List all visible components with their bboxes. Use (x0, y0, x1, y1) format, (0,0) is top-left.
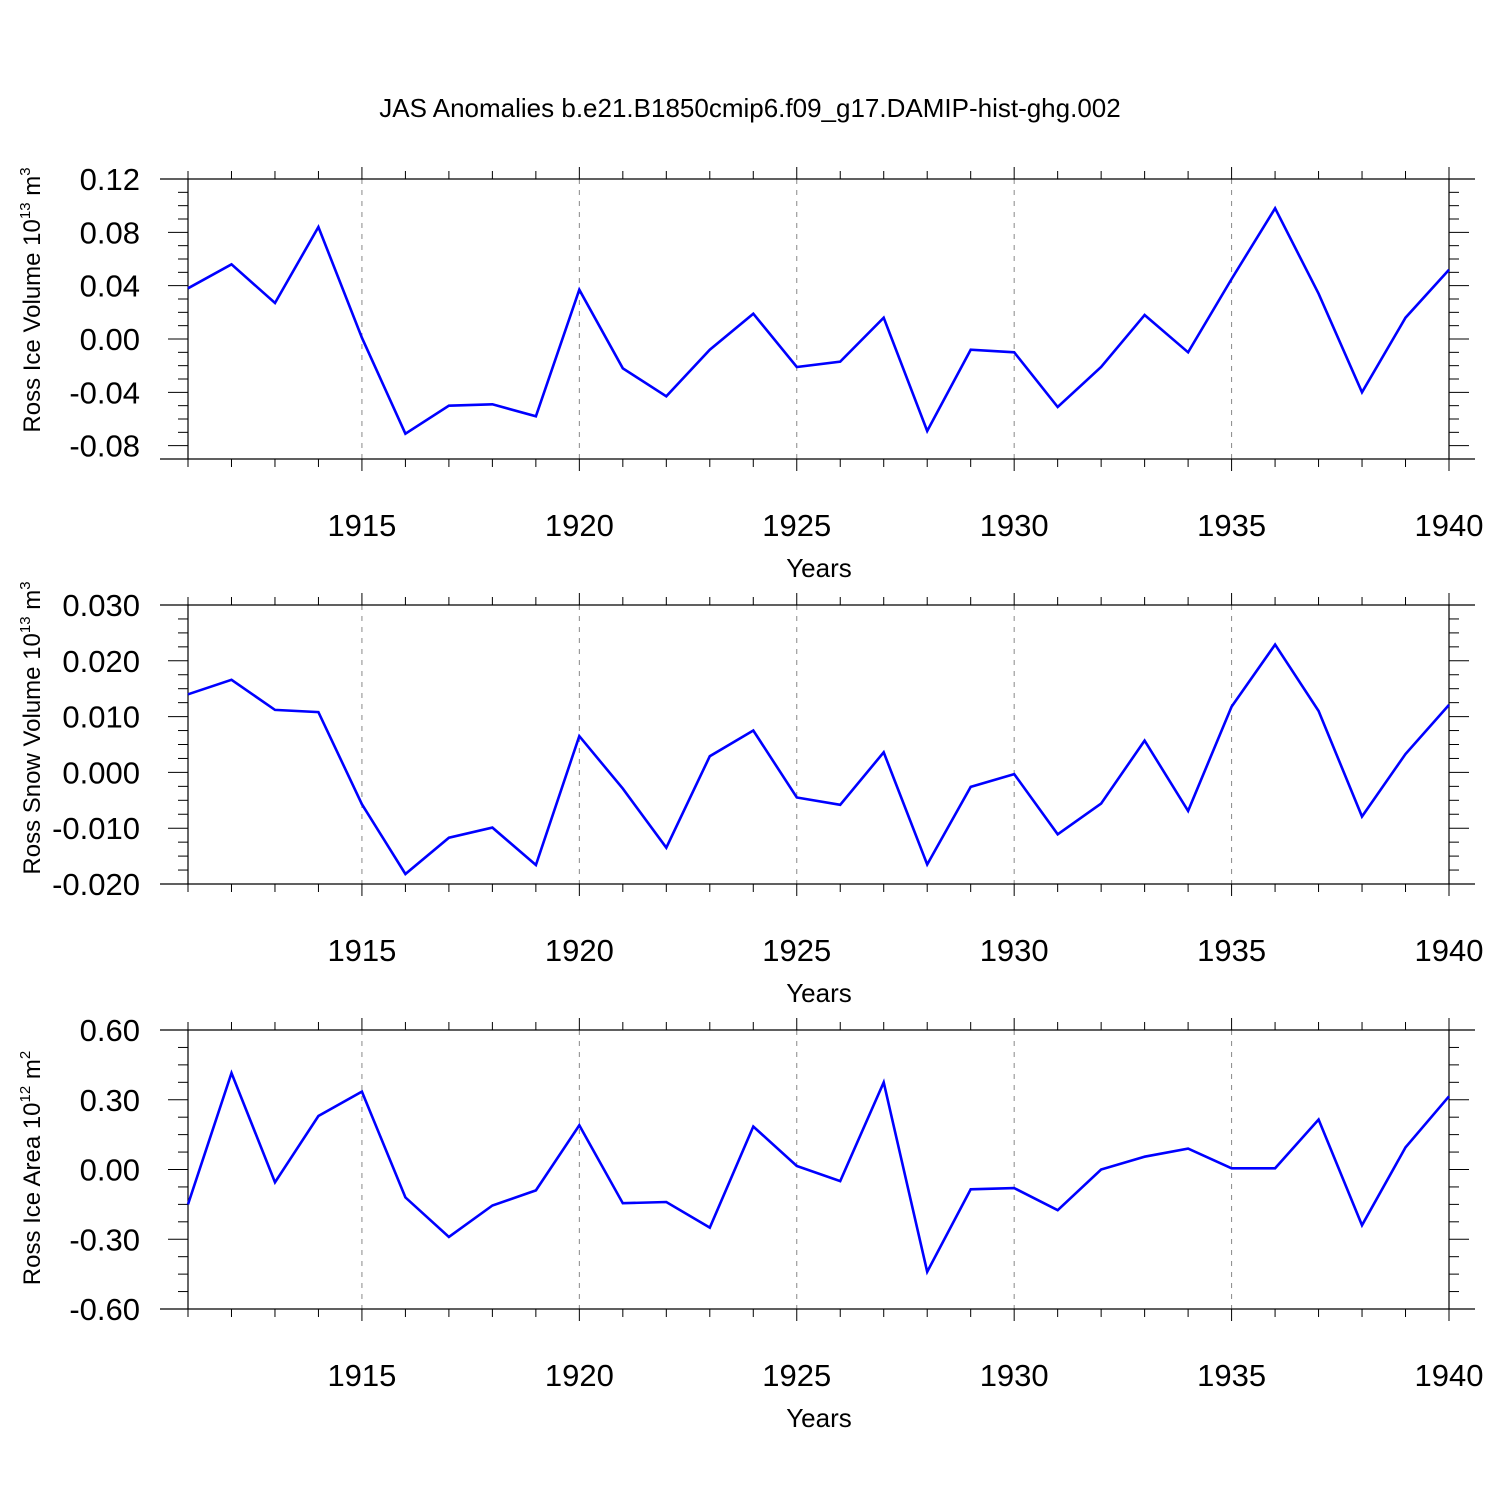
x-tick-label: 1930 (980, 508, 1049, 543)
y-tick-label: 0.030 (62, 588, 140, 623)
y-tick-label: 0.020 (62, 644, 140, 679)
x-tick-label: 1940 (1415, 933, 1484, 968)
x-tick-label: 1940 (1415, 508, 1484, 543)
x-tick-label: 1930 (980, 933, 1049, 968)
y-tick-label: 0.00 (80, 322, 140, 357)
series-line (187, 642, 1450, 876)
y-tick-label: 0.60 (80, 1013, 140, 1048)
x-tick-label: 1935 (1197, 1358, 1266, 1393)
x-tick-label: 1935 (1197, 508, 1266, 543)
y-axis-title: Ross Snow Volume 1013 m3 (17, 581, 46, 874)
chart-panel-3: 0.60 0.30 0.00 -0.30 -0.60 1915 1920 1925 1930 19… (17, 1013, 1483, 1433)
series-line (186, 1069, 1450, 1276)
chart-panel-2: 0.030 0.020 0.010 0.000 -0.010 -0.020 1915 1920… (17, 581, 1483, 1008)
y-tick-label: 0.12 (80, 162, 140, 197)
panels: 0.12 0.08 0.04 0.00 -0.04 -0.08 1915 1920 1925 19… (17, 162, 1483, 1433)
y-tick-label: 0.08 (80, 215, 140, 250)
y-tick-label: -0.010 (52, 811, 140, 846)
y-axis-title: Ross Ice Area 1012 m2 (17, 1051, 46, 1285)
y-tick-label: -0.60 (69, 1292, 140, 1327)
y-axis-title: Ross Ice Volume 1013 m3 (17, 167, 46, 432)
y-tick-label: 0.30 (80, 1083, 140, 1118)
chart-panel-1: 0.12 0.08 0.04 0.00 -0.04 -0.08 1915 1920 1925 19… (17, 162, 1483, 583)
x-tick-label: 1925 (762, 508, 831, 543)
x-axis-title: Years (786, 553, 852, 583)
y-tick-label: 0.04 (80, 269, 140, 304)
x-axis-title: Years (786, 1403, 852, 1433)
x-tick-label: 1915 (327, 508, 396, 543)
x-tick-label: 1915 (327, 1358, 396, 1393)
x-tick-label: 1935 (1197, 933, 1266, 968)
x-axis-title: Years (786, 978, 852, 1008)
x-tick-label: 1920 (545, 508, 614, 543)
main-title: JAS Anomalies b.e21.B1850cmip6.f09_g17.D… (379, 93, 1120, 123)
y-tick-label: 0.000 (62, 755, 140, 790)
y-tick-label: -0.04 (69, 375, 140, 410)
series-line (187, 205, 1450, 436)
x-tick-label: 1925 (762, 1358, 831, 1393)
y-tick-label: -0.020 (52, 867, 140, 902)
y-tick-label: 0.010 (62, 700, 140, 735)
x-tick-label: 1920 (545, 933, 614, 968)
x-tick-label: 1920 (545, 1358, 614, 1393)
x-tick-label: 1940 (1415, 1358, 1484, 1393)
x-tick-label: 1925 (762, 933, 831, 968)
x-tick-label: 1930 (980, 1358, 1049, 1393)
y-tick-label: -0.08 (69, 429, 140, 464)
y-tick-label: 0.00 (80, 1153, 140, 1188)
x-tick-label: 1915 (327, 933, 396, 968)
y-tick-label: -0.30 (69, 1222, 140, 1257)
